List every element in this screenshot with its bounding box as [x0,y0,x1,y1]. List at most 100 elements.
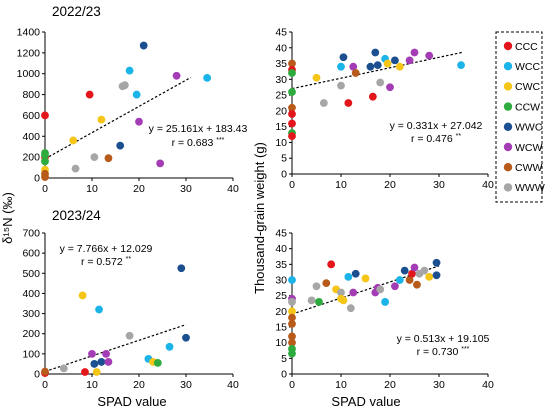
data-point-ccc [344,99,353,107]
data-point-wcw [102,349,110,358]
legend-box [495,31,543,203]
significance-stars: *** [216,137,224,144]
y-tick-label: 0 [281,169,287,181]
chart-panel-p4: 0 5 10 15 20 25 30 35 40 45 0 10 20 30 40 y = 0.513x + … [275,228,494,392]
correlation-coefficient: r = 0.730 *** [417,346,470,358]
y-tick-label: 35 [275,259,287,271]
data-point-wwc [139,41,148,50]
data-point-wwc [177,264,186,273]
data-point-wcw [410,48,419,57]
x-tick-label: 20 [133,379,145,391]
data-point-cww [41,367,49,376]
legend-marker-wwc [503,122,513,131]
data-point-ccw [41,151,49,159]
panel-year-title: 2023/24 [52,208,101,223]
chart-panel-p2: 0 5 10 15 20 25 30 35 40 45 0 10 20 30 40 y = 0.331x + … [275,27,494,192]
data-point-ccw [288,69,296,77]
x-tick-label: 20 [133,183,145,195]
y-tick-label: 40 [275,42,287,54]
y-tick-label: 40 [275,243,287,255]
x-tick-label: 10 [335,379,347,391]
legend-label-wcw: WCW [515,142,542,154]
data-point-wwc [116,141,125,150]
x-tick-label: 10 [335,179,347,191]
regression-equation: y = 25.161x + 183.43 [149,123,248,135]
y-tick-label: 20 [275,105,287,117]
y-tick-label: 1400 [17,27,41,39]
legend-label-wcc: WCC [515,61,540,73]
significance-stars: *** [461,346,469,353]
x-tick-label: 40 [227,183,239,195]
data-point-cww [104,154,113,163]
legend-marker-www [503,183,513,192]
data-point-cww [288,319,296,328]
y-tick-label: 45 [275,27,287,39]
data-point-wcc [381,298,389,306]
data-point-wwc [391,56,399,65]
data-point-ccc [408,269,416,278]
trend-line [291,265,440,315]
data-point-ccw [288,349,296,358]
y-tick-label: 600 [22,110,40,122]
data-point-wcw [425,51,434,60]
data-point-wcc [95,305,103,314]
data-point-ccc [81,368,89,376]
legend-marker-ccc [503,41,513,51]
y-tick-label: 700 [22,228,40,240]
data-point-www [90,153,99,162]
trend-line [44,77,191,160]
data-point-www [307,296,316,305]
data-point-wcc [344,272,353,281]
y-tick-label: 30 [275,275,287,287]
panel-year-title: 2022/23 [52,4,101,19]
y-tick-label: 5 [281,353,287,365]
trend-line [291,51,464,90]
data-point-cww [413,280,421,289]
y-tick-label: 100 [22,348,40,360]
significance-stars: ** [126,256,132,263]
data-point-wcw [172,71,181,80]
data-point-wcc [125,66,134,75]
data-point-ccc [85,90,94,99]
legend-marker-ccw [503,102,513,111]
y-tick-label: 45 [275,228,287,240]
x-axis-label-left: SPAD value [97,394,166,409]
data-point-ccc [368,92,377,101]
data-point-cww [322,279,331,288]
data-point-ccc [288,132,296,141]
x-tick-label: 30 [433,179,445,191]
data-point-wcw [88,349,96,358]
y-tick-label: 0 [34,173,40,185]
data-point-cww [288,103,296,112]
data-point-www [376,285,385,294]
data-point-www [312,282,321,291]
x-tick-label: 10 [86,183,98,195]
data-point-cwc [312,73,321,82]
data-point-www [71,164,80,173]
data-point-wwc [97,358,106,366]
y-tick-label: 5 [281,153,287,165]
y-tick-label: 800 [22,89,40,101]
data-point-wcw [135,117,143,126]
data-point-cwc [395,62,404,71]
data-point-ccc [288,110,296,118]
x-tick-label: 20 [384,179,396,191]
legend-marker-wcw [503,142,513,152]
y-axis-label-grain-weight: Thousand-grain weight (g) [252,142,267,294]
data-point-wwc [90,360,99,368]
legend-marker-cww [503,163,513,172]
data-point-wwc [432,271,441,280]
data-point-cww [41,173,49,181]
data-point-wcw [391,282,399,291]
x-tick-label: 0 [289,379,295,391]
x-tick-label: 0 [42,183,48,195]
data-point-cww [288,313,296,322]
data-point-www [59,364,68,373]
x-tick-label: 40 [227,379,239,391]
data-point-cwc [361,274,370,283]
y-tick-label: 300 [22,308,40,320]
data-point-wwc [366,62,375,71]
legend-label-ccw: CCW [515,101,540,113]
y-axis-label-d15n: δ¹⁵N (‰) [0,192,15,244]
correlation-coefficient: r = 0.683 *** [172,137,225,149]
